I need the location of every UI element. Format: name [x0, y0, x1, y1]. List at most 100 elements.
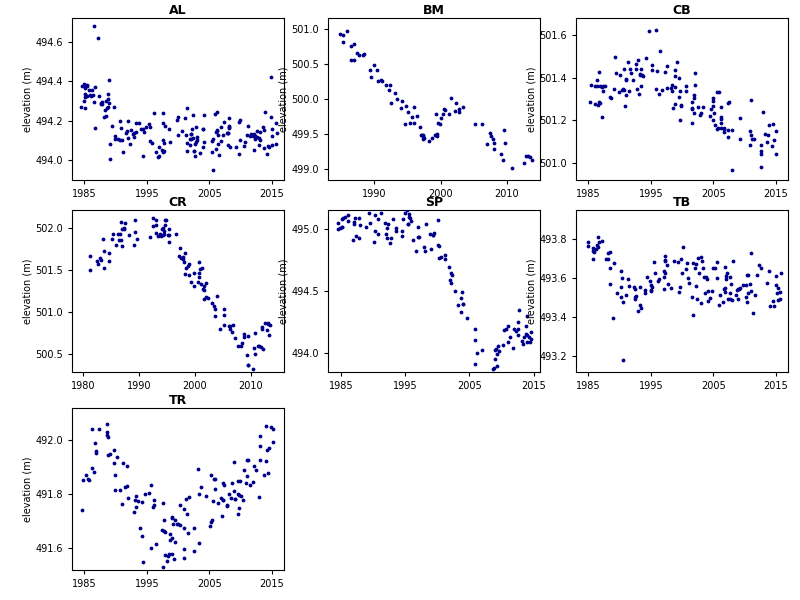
Point	[83, 475, 96, 485]
Point	[218, 118, 230, 127]
Point	[718, 287, 731, 296]
Point	[242, 360, 254, 370]
Point	[513, 305, 526, 314]
Point	[199, 491, 212, 501]
Point	[80, 470, 93, 480]
Point	[224, 493, 237, 503]
Point	[614, 266, 627, 276]
Point	[592, 67, 605, 77]
Point	[770, 271, 783, 281]
Point	[675, 268, 688, 278]
Point	[402, 219, 414, 229]
Point	[194, 264, 206, 274]
Point	[449, 286, 462, 296]
Point	[439, 105, 452, 115]
Point	[78, 89, 91, 98]
Point	[101, 430, 114, 440]
Point	[102, 103, 114, 112]
Point	[665, 283, 678, 293]
Point	[204, 521, 217, 531]
Point	[101, 419, 114, 429]
Point	[715, 118, 728, 128]
Point	[686, 97, 698, 107]
Point	[351, 196, 364, 206]
Point	[709, 121, 722, 130]
Point	[586, 244, 599, 253]
Point	[645, 280, 658, 289]
Point	[168, 515, 181, 525]
Point	[616, 273, 629, 283]
Point	[413, 232, 426, 242]
Point	[185, 130, 198, 139]
Point	[216, 511, 229, 521]
Point	[178, 544, 190, 554]
Point	[89, 123, 102, 133]
Point	[648, 257, 661, 267]
Point	[247, 131, 260, 141]
Point	[108, 446, 121, 455]
Point	[232, 503, 245, 513]
Point	[636, 71, 649, 81]
Point	[390, 94, 403, 103]
Point	[445, 278, 458, 288]
Point	[593, 97, 606, 107]
Point	[229, 333, 242, 343]
Point	[206, 515, 218, 524]
Point	[182, 492, 195, 502]
Point	[694, 110, 707, 120]
Point	[712, 124, 725, 133]
Point	[634, 70, 646, 80]
Point	[482, 371, 494, 381]
Point	[700, 272, 713, 282]
Point	[144, 480, 157, 490]
Point	[195, 263, 208, 272]
Point	[128, 507, 141, 517]
Point	[715, 113, 728, 122]
Point	[121, 494, 134, 503]
Point	[91, 259, 104, 268]
Point	[770, 289, 783, 298]
Point	[618, 101, 631, 111]
Point	[142, 488, 155, 498]
Point	[666, 86, 678, 96]
Point	[232, 117, 245, 127]
Point	[188, 281, 201, 291]
Point	[128, 133, 141, 142]
Point	[241, 350, 254, 360]
Point	[714, 115, 727, 124]
Point	[212, 498, 225, 508]
Point	[614, 282, 627, 292]
Point	[143, 122, 156, 131]
Point	[705, 104, 718, 114]
Point	[595, 112, 608, 122]
Point	[166, 512, 178, 522]
Point	[114, 135, 126, 145]
Point	[632, 55, 645, 65]
Point	[438, 250, 451, 260]
Point	[668, 99, 681, 109]
Point	[402, 212, 415, 222]
Point	[159, 121, 172, 131]
Point	[196, 284, 209, 293]
Point	[198, 110, 210, 120]
Point	[675, 101, 688, 111]
Point	[617, 297, 630, 307]
Point	[182, 271, 195, 280]
Point	[634, 70, 646, 79]
Point	[218, 304, 230, 314]
Point	[723, 272, 736, 281]
Point	[683, 278, 696, 287]
Point	[709, 263, 722, 273]
Point	[174, 243, 186, 253]
Point	[589, 99, 602, 109]
Point	[221, 501, 234, 511]
Point	[266, 437, 279, 446]
Point	[414, 122, 426, 132]
Point	[265, 422, 278, 431]
Point	[694, 253, 707, 262]
Point	[249, 134, 262, 143]
Point	[426, 230, 439, 239]
Point	[430, 130, 442, 139]
Point	[205, 517, 218, 526]
Point	[620, 75, 633, 85]
